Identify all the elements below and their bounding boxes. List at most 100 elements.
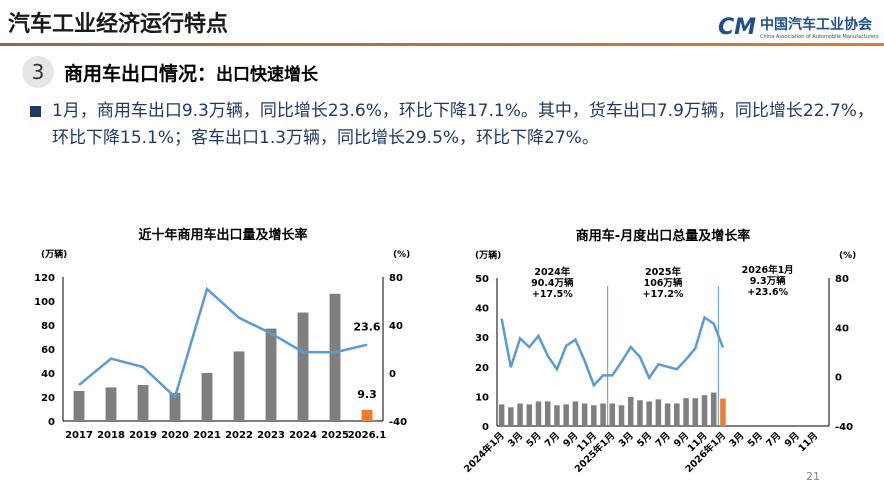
bar bbox=[646, 401, 652, 426]
y-left-tick: 40 bbox=[475, 304, 489, 315]
bar bbox=[701, 395, 708, 426]
bar bbox=[233, 351, 245, 421]
y-left-tick: 20 bbox=[41, 393, 55, 404]
year-annotation: 2026年1月 bbox=[742, 264, 794, 276]
bar bbox=[609, 403, 616, 426]
bar bbox=[637, 400, 643, 426]
y-left-tick: 30 bbox=[475, 333, 489, 344]
section-title: 商用车出口情况： bbox=[64, 62, 217, 85]
x-tick: 2026.1 bbox=[348, 430, 387, 441]
y-left-tick: 40 bbox=[41, 369, 55, 380]
x-tick: 2021 bbox=[193, 430, 221, 441]
bar bbox=[361, 409, 373, 421]
page-title: 汽车工业经济运行特点 bbox=[8, 12, 229, 37]
year-annotation: 2024年 bbox=[534, 266, 570, 278]
y-left-label: (万辆) bbox=[41, 248, 67, 260]
growth-line bbox=[78, 286, 368, 400]
chart-title: 商用车-月度出口总量及增长率 bbox=[576, 228, 750, 244]
x-tick: 5月 bbox=[524, 430, 543, 449]
x-tick: 2022 bbox=[225, 430, 253, 441]
data-label-volume: 9.3 bbox=[357, 388, 377, 401]
y-right-tick: 40 bbox=[835, 323, 849, 334]
bar bbox=[554, 405, 560, 426]
y-right-tick: -40 bbox=[835, 422, 853, 433]
bar bbox=[517, 403, 523, 426]
y-left-tick: 100 bbox=[34, 297, 55, 308]
y-right-tick: 0 bbox=[389, 369, 396, 380]
bar bbox=[544, 401, 551, 426]
year-annotation: +17.5% bbox=[532, 289, 573, 300]
bar bbox=[563, 404, 569, 426]
bar bbox=[105, 387, 117, 421]
y-left-tick: 80 bbox=[41, 321, 55, 332]
page-number: 21 bbox=[806, 470, 820, 483]
bar bbox=[137, 385, 149, 421]
x-tick: 11月 bbox=[796, 430, 820, 454]
bar bbox=[498, 404, 505, 426]
y-right-tick: 80 bbox=[389, 273, 403, 284]
year-annotation: +17.2% bbox=[643, 289, 684, 300]
x-tick: 5月 bbox=[635, 430, 654, 449]
bar bbox=[508, 407, 514, 426]
bar bbox=[710, 392, 717, 426]
x-tick: 5月 bbox=[746, 430, 765, 449]
bar bbox=[535, 401, 542, 426]
bar bbox=[572, 401, 579, 426]
bar bbox=[297, 312, 309, 421]
bar bbox=[329, 293, 341, 421]
header-divider bbox=[0, 43, 884, 46]
cm-logo-icon: CM bbox=[718, 14, 757, 40]
bar bbox=[201, 373, 213, 421]
chart-title: 近十年商用车出口量及增长率 bbox=[138, 227, 307, 243]
bar bbox=[581, 403, 588, 426]
y-right-tick: 40 bbox=[389, 321, 403, 332]
x-tick: 2023 bbox=[257, 430, 285, 441]
year-annotation: 106万辆 bbox=[644, 277, 683, 289]
data-label-growth: 23.6 bbox=[353, 321, 380, 334]
section-heading: 3 商用车出口情况：出口快速增长 bbox=[22, 56, 318, 88]
logo-en: China Association of Automobile Manufact… bbox=[760, 34, 879, 40]
growth-line bbox=[500, 315, 725, 388]
section-subtitle: 出口快速增长 bbox=[216, 64, 319, 85]
bar bbox=[265, 328, 277, 421]
y-right-label: (%) bbox=[839, 251, 856, 261]
x-tick: 2017 bbox=[65, 430, 93, 441]
bar bbox=[169, 392, 181, 421]
bullet-text: 1月，商用车出口9.3万辆，同比增长23.6%，环比下降17.1%。其中，货车出… bbox=[30, 98, 882, 152]
y-left-tick: 120 bbox=[34, 273, 55, 284]
y-left-tick: 60 bbox=[41, 345, 55, 356]
x-tick: 2025 bbox=[321, 430, 349, 441]
bar bbox=[73, 391, 85, 421]
y-left-tick: 0 bbox=[482, 422, 489, 433]
x-tick: 2019 bbox=[129, 430, 157, 441]
x-tick: 3月 bbox=[727, 430, 746, 449]
y-right-label: (%) bbox=[393, 250, 410, 260]
bar bbox=[627, 396, 634, 426]
x-tick: 7月 bbox=[654, 430, 673, 449]
x-tick: 2020 bbox=[161, 430, 189, 441]
section-number: 3 bbox=[22, 56, 54, 88]
year-annotation: 2025年 bbox=[645, 266, 681, 278]
year-annotation: +23.6% bbox=[747, 287, 788, 298]
y-left-label: (万辆) bbox=[475, 249, 501, 261]
x-tick: 7月 bbox=[543, 430, 562, 449]
bar bbox=[600, 403, 606, 426]
x-tick: 2024 bbox=[289, 430, 317, 441]
bar bbox=[526, 404, 533, 426]
y-left-tick: 0 bbox=[48, 417, 55, 428]
bar bbox=[674, 403, 680, 426]
bar bbox=[655, 399, 662, 426]
bar bbox=[720, 398, 726, 426]
x-tick: 3月 bbox=[506, 430, 525, 449]
bar bbox=[618, 405, 625, 426]
bar bbox=[692, 398, 699, 426]
bar bbox=[683, 398, 689, 426]
y-right-tick: -40 bbox=[389, 417, 407, 428]
year-annotation: 9.3万辆 bbox=[750, 275, 786, 287]
y-left-tick: 50 bbox=[475, 274, 489, 285]
x-tick: 2024年1月 bbox=[461, 430, 506, 475]
bar bbox=[664, 403, 671, 426]
logo: CM 中国汽车工业协会 China Association of Automobi… bbox=[718, 14, 879, 41]
x-tick: 2018 bbox=[97, 430, 125, 441]
